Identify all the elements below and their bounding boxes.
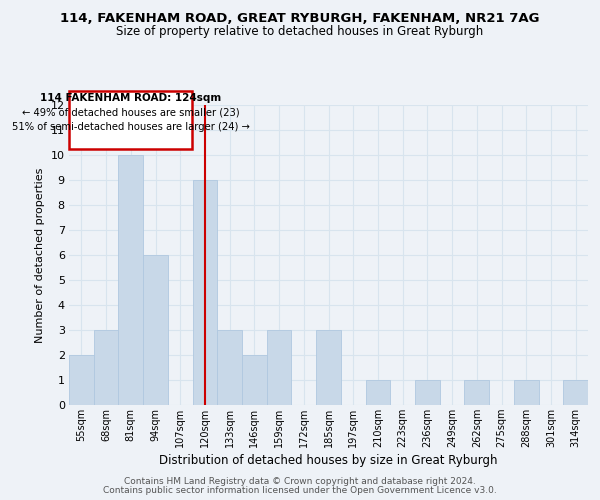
X-axis label: Distribution of detached houses by size in Great Ryburgh: Distribution of detached houses by size … (159, 454, 498, 467)
Text: Contains public sector information licensed under the Open Government Licence v3: Contains public sector information licen… (103, 486, 497, 495)
Bar (563, 380, 588, 405)
Bar (118, 155, 143, 405)
Bar (415, 380, 440, 405)
Bar (143, 255, 168, 405)
FancyBboxPatch shape (70, 91, 192, 149)
Bar (193, 180, 217, 405)
Text: Contains HM Land Registry data © Crown copyright and database right 2024.: Contains HM Land Registry data © Crown c… (124, 477, 476, 486)
Text: 114, FAKENHAM ROAD, GREAT RYBURGH, FAKENHAM, NR21 7AG: 114, FAKENHAM ROAD, GREAT RYBURGH, FAKEN… (60, 12, 540, 26)
Bar (94, 330, 118, 405)
Bar (69, 355, 94, 405)
Text: 51% of semi-detached houses are larger (24) →: 51% of semi-detached houses are larger (… (12, 122, 250, 132)
Text: Size of property relative to detached houses in Great Ryburgh: Size of property relative to detached ho… (116, 25, 484, 38)
Bar (242, 355, 267, 405)
Bar (365, 380, 390, 405)
Y-axis label: Number of detached properties: Number of detached properties (35, 168, 45, 342)
Bar (464, 380, 489, 405)
Text: 114 FAKENHAM ROAD: 124sqm: 114 FAKENHAM ROAD: 124sqm (40, 93, 221, 103)
Text: ← 49% of detached houses are smaller (23): ← 49% of detached houses are smaller (23… (22, 108, 239, 118)
Bar (217, 330, 242, 405)
Bar (316, 330, 341, 405)
Bar (514, 380, 539, 405)
Bar (267, 330, 292, 405)
